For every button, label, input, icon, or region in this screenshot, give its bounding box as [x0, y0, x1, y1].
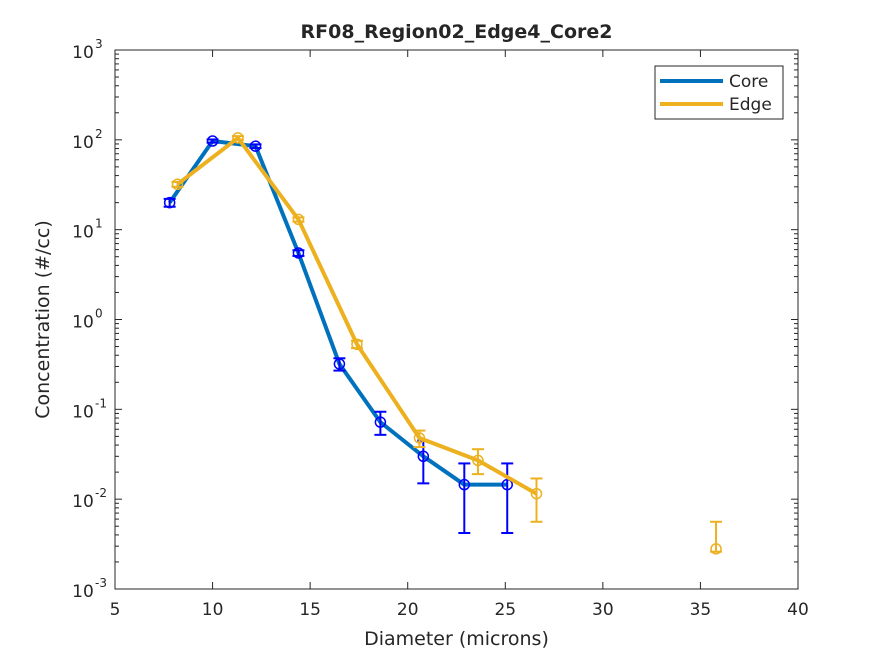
data-point [232, 132, 244, 144]
x-tick-label: 10 [202, 600, 224, 620]
data-point [292, 247, 305, 259]
y-axis-label: Concentration (#/cc) [32, 220, 54, 419]
data-point [292, 213, 305, 226]
legend: Core Edge [654, 65, 784, 120]
y-tick-exponent: 3 [95, 37, 103, 51]
chart-title: RF08_Region02_Edge4_Core2 [301, 21, 613, 43]
y-tick-exponent: -2 [95, 486, 107, 500]
y-tick-exponent: -1 [95, 396, 107, 410]
x-tick-label: 5 [110, 600, 121, 620]
series-layer [163, 132, 723, 555]
data-point [413, 432, 426, 444]
y-tick-exponent: 1 [95, 217, 103, 231]
y-tick-label: 10 [72, 43, 94, 63]
y-tick-exponent: 0 [95, 307, 103, 321]
x-axis-label: Diameter (microns) [364, 628, 549, 650]
data-point [501, 478, 513, 491]
series-core [163, 135, 514, 535]
x-tick-label: 15 [299, 600, 321, 620]
data-point [530, 487, 543, 500]
data-point [472, 454, 484, 467]
plot-area [114, 49, 799, 590]
data-point [710, 543, 722, 555]
data-point [458, 478, 471, 491]
y-tick-label: 10 [72, 582, 94, 602]
x-axis: 5 10 15 20 25 30 35 40 [110, 50, 809, 620]
plot-box [114, 49, 799, 590]
x-tick-label: 25 [494, 600, 516, 620]
y-tick-label: 10 [72, 492, 94, 512]
series-extra-2 [710, 520, 723, 555]
data-point [171, 178, 184, 191]
y-tick-label: 10 [72, 133, 94, 153]
x-tick-label: 35 [690, 600, 712, 620]
data-point [163, 196, 176, 209]
legend-box [654, 65, 784, 120]
x-tick-label: 30 [592, 600, 614, 620]
data-point [333, 358, 346, 370]
data-point [351, 338, 363, 351]
x-tick-label: 20 [397, 600, 419, 620]
legend-label-edge: Edge [729, 95, 772, 115]
y-tick-label: 10 [72, 402, 94, 422]
data-point [249, 140, 262, 152]
legend-label-core: Core [729, 72, 768, 92]
data-point [374, 416, 387, 428]
data-point [417, 450, 430, 463]
y-tick-exponent: -3 [95, 576, 107, 590]
y-tick-exponent: 2 [95, 127, 103, 141]
y-tick-label: 10 [72, 223, 94, 243]
x-tick-label: 40 [787, 600, 809, 620]
series-edge [171, 132, 543, 523]
data-point [206, 135, 219, 147]
y-tick-label: 10 [72, 313, 94, 333]
